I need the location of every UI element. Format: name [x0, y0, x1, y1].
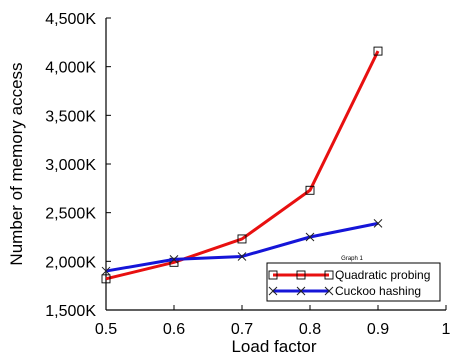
legend-marker-1-1	[296, 286, 306, 296]
series-line-0	[105, 50, 380, 281]
x-axis-label: Load factor	[231, 337, 316, 356]
y-tick-label: 3,000K	[45, 157, 96, 174]
legend-box	[266, 262, 441, 302]
data-point-1-1	[169, 255, 179, 264]
legend-label-0: Quadratic probing	[335, 268, 430, 282]
x-tick-label: 0.5	[95, 321, 117, 338]
x-tick-label: 0.6	[163, 321, 185, 338]
y-tick-label: 4,500K	[45, 11, 96, 28]
x-tick-label: 0.9	[367, 321, 389, 338]
legend-marker-1-0	[268, 286, 278, 296]
x-tick-label: 0.7	[231, 321, 253, 338]
x-tick-label: 1	[442, 321, 450, 338]
series-lines	[101, 46, 383, 284]
y-tick-label: 2,500K	[45, 206, 96, 223]
legend-marker-0-0	[268, 270, 278, 280]
legend: Graph 1 Quadratic probing Cuckoo hashing	[266, 256, 441, 302]
y-axis-label: Number of memory access	[7, 62, 26, 265]
data-point-0-0	[101, 274, 111, 284]
y-tick-label: 2,000K	[45, 254, 96, 271]
data-point-0-3	[305, 185, 315, 195]
y-axis-ticks: 1,500K 2,000K 2,500K 3,000K 3,500K 4,000K 4,50…	[45, 11, 111, 320]
data-point-1-4	[373, 219, 383, 228]
y-tick-label: 1,500K	[45, 303, 96, 320]
x-axis-ticks: 0.5 0.6 0.7 0.8 0.9 1	[95, 305, 450, 338]
data-point-1-3	[305, 232, 315, 242]
y-tick-label: 4,000K	[45, 60, 96, 77]
y-tick-label: 3,500K	[45, 108, 96, 125]
legend-marker-0-1	[296, 270, 306, 280]
data-point-0-4	[373, 46, 383, 56]
data-point-0-2	[237, 234, 247, 244]
legend-marker-1-2	[324, 286, 334, 296]
legend-title: Graph 1	[341, 256, 363, 262]
legend-label-1: Cuckoo hashing	[335, 284, 421, 298]
x-tick-label: 0.8	[299, 321, 321, 338]
data-point-1-2	[237, 252, 247, 261]
legend-marker-0-2	[324, 270, 334, 280]
data-point-1-0	[101, 266, 111, 276]
